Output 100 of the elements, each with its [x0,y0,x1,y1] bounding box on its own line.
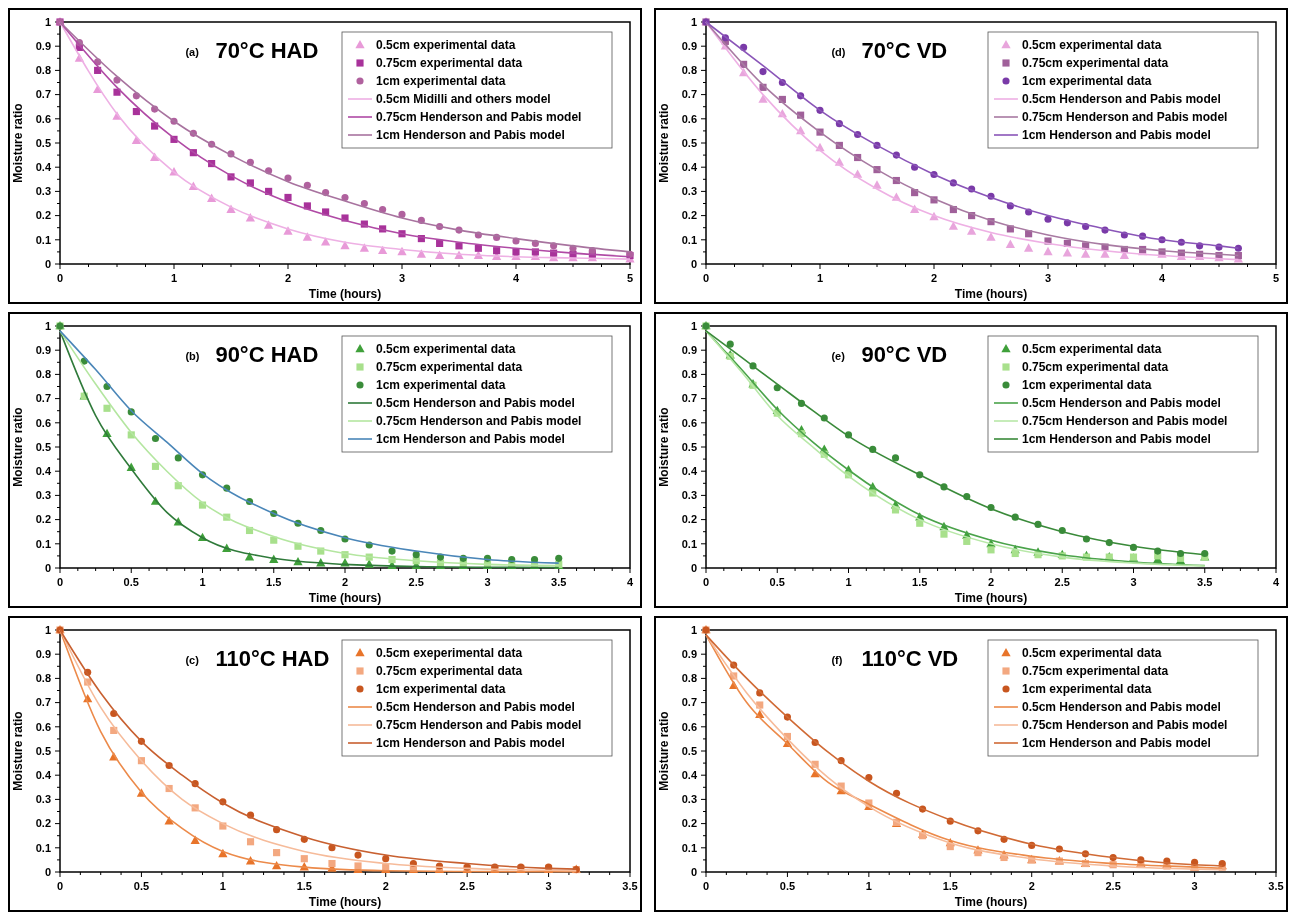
y-tick-label: 0.3 [681,489,697,502]
y-tick-label: 1 [44,319,51,332]
y-tick-label: 0 [690,865,697,878]
x-tick-label: 3.5 [551,576,567,588]
y-tick-label: 0.2 [35,513,51,526]
y-tick-label: 0.6 [35,112,51,125]
y-tick-label: 0.5 [35,440,51,453]
y-tick-label: 0.7 [35,392,51,405]
legend-label: 1cm experimental data [1022,378,1152,393]
legend-label: 0.5cm experimental data [376,38,516,53]
x-tick-label: 2.5 [1105,880,1121,892]
y-tick-label: 0.1 [35,537,51,550]
x-tick-label: 0 [56,272,64,284]
x-tick-label: 1 [865,880,872,892]
y-tick-label: 0 [44,257,51,270]
y-tick-label: 0.8 [681,64,697,77]
legend-label: 0.75cm Henderson and Pabis model [1022,414,1228,429]
x-axis-title: Time (hours) [308,895,382,909]
x-tick-label: 2.5 [459,880,475,892]
x-tick-label: 2 [987,576,995,588]
y-tick-label: 0.8 [35,672,51,685]
y-tick-label: 0.6 [35,416,51,429]
y-tick-label: 0.2 [681,817,697,830]
y-tick-label: 0.1 [681,537,697,550]
y-tick-label: 1 [690,319,697,332]
y-tick-label: 0.9 [35,40,51,53]
y-tick-label: 0.9 [35,648,51,661]
text: 70°C VD [861,38,948,64]
x-tick-label: 3 [398,272,406,284]
y-tick-label: 0.9 [681,648,697,661]
y-tick-label: 0.4 [681,769,698,782]
y-tick-label: 0.7 [681,392,697,405]
y-tick-label: 0.9 [681,40,697,53]
x-tick-label: 1.5 [296,880,312,892]
x-tick-label: 3 [1130,576,1137,588]
x-tick-label: 3.5 [1268,880,1284,892]
y-tick-label: 0.1 [35,841,51,854]
y-tick-label: 0.7 [681,696,697,709]
y-tick-label: 0.3 [681,185,697,198]
x-tick-label: 3 [484,576,491,588]
x-tick-label: 4 [1272,576,1280,588]
legend-label: 0.5cm Henderson and Pabis model [376,396,575,411]
y-tick-label: 0.2 [681,209,697,222]
legend-label: 1cm Henderson and Pabis model [1022,128,1211,143]
x-tick-label: 1.5 [266,576,282,588]
y-tick-label: 0 [44,865,51,878]
y-tick-label: 0.7 [35,88,51,101]
x-axis-title: Time (hours) [308,287,382,301]
legend-label: 0.5cm Midilli and others model [376,92,551,107]
annotation: (c) [185,654,200,667]
annotation: (e) [831,350,846,363]
legend-label: 0.5cm Henderson and Pabis model [1022,396,1221,411]
annotation: (d) [831,46,846,59]
legend-label: 0.75cm experimental data [376,664,523,679]
y-axis-title: Moisture ratio [657,103,671,183]
y-tick-label: 0.8 [681,672,697,685]
x-tick-label: 0 [702,880,710,892]
y-tick-label: 0.5 [35,136,51,149]
legend-label: 0.5cm experimental data [1022,646,1162,661]
x-tick-label: 5 [626,272,634,284]
x-axis-title: Time (hours) [954,591,1028,605]
legend-label: 0.75cm Henderson and Pabis model [376,414,582,429]
legend-label: 1cm experimental data [1022,682,1152,697]
legend-label: 0.75cm experimental data [1022,360,1169,375]
y-tick-label: 0.6 [681,112,697,125]
y-axis-title: Moisture ratio [11,711,25,791]
x-tick-label: 2.5 [1054,576,1070,588]
legend-label: 1cm Henderson and Pabis model [376,128,565,143]
x-tick-label: 0 [702,576,710,588]
legend-label: 0.5cm Henderson and Pabis model [1022,700,1221,715]
x-tick-label: 0.5 [123,576,139,588]
legend-label: 1cm Henderson and Pabis model [1022,736,1211,751]
legend-label: 1cm experimental data [376,74,506,89]
y-tick-label: 0.3 [35,489,51,502]
x-tick-label: 5 [1272,272,1280,284]
x-tick-label: 1 [170,272,178,284]
y-tick-label: 0.3 [35,185,51,198]
y-tick-label: 0.1 [681,233,697,246]
x-tick-label: 0 [702,272,710,284]
legend-label: 0.5cm experimental data [1022,38,1162,53]
y-axis-title: Moisture ratio [657,711,671,791]
x-axis-title: Time (hours) [954,287,1028,301]
y-tick-label: 0 [44,561,51,574]
x-tick-label: 1 [219,880,226,892]
x-tick-label: 2.5 [408,576,424,588]
y-tick-label: 0.1 [681,841,697,854]
legend-label: 0.5cm Henderson and Pabis model [1022,92,1221,107]
x-tick-label: 4 [626,576,634,588]
text: 110°C HAD [215,646,330,672]
x-tick-label: 2 [1028,880,1035,892]
y-tick-label: 0.4 [35,769,52,782]
legend-label: 1cm Henderson and Pabis model [376,736,565,751]
y-tick-label: 0 [690,561,697,574]
x-tick-label: 3.5 [622,880,638,892]
y-tick-label: 1 [690,15,697,28]
y-tick-label: 0.8 [681,368,697,381]
x-tick-label: 0 [56,576,64,588]
y-tick-label: 1 [690,623,697,636]
y-tick-label: 0.5 [35,744,51,757]
legend-label: 0.5cm Henderson and Pabis model [376,700,575,715]
